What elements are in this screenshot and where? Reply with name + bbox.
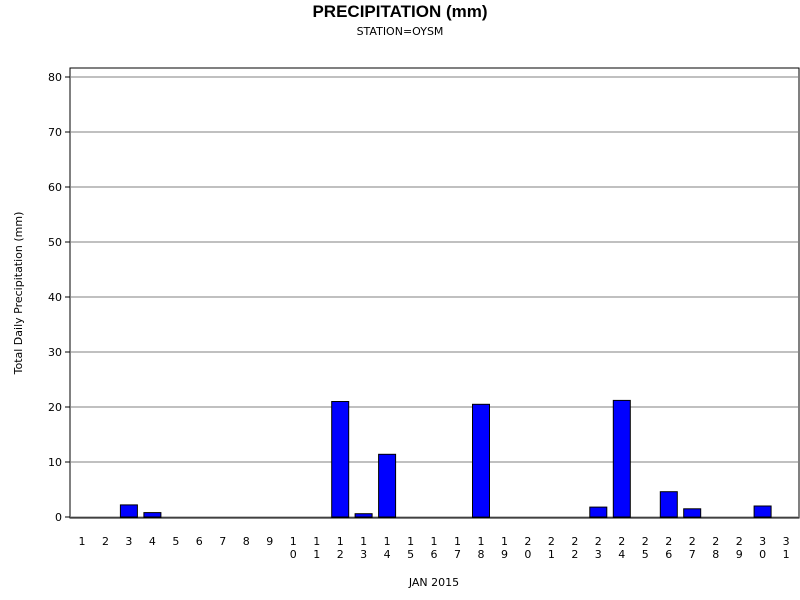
x-tick-label-5: 5 [172,535,179,548]
x-tick-label-9: 9 [266,535,273,548]
x-tick-label-1: 1 [79,535,86,548]
bars [119,399,772,518]
y-tick-label-20: 20 [48,401,62,414]
bar-day-12 [331,401,350,518]
y-tick-label-80: 80 [48,71,62,84]
x-ticks: 1 2 3 4 5 6 7 8 9 1 01 11 21 31 41 51 61 71 81 92 02 12 22 32 42… [79,535,790,561]
y-ticks: 0 10 20 30 40 50 60 70 80 [48,71,70,524]
y-tick-label-60: 60 [48,181,62,194]
bar-day-14 [378,453,397,518]
y-tick-label-30: 30 [48,346,62,359]
y-tick-label-70: 70 [48,126,62,139]
y-tick-label-50: 50 [48,236,62,249]
bar-day-3 [119,504,138,518]
y-axis-label: Total Daily Precipitation (mm) [12,212,25,376]
plot-area [69,67,800,519]
x-axis-label: JAN 2015 [408,576,459,589]
chart-title: PRECIPITATION (mm) [312,2,487,21]
bar-day-23 [589,506,608,518]
bar-day-18 [472,403,490,518]
bar-day-30 [753,505,772,518]
y-tick-label-0: 0 [55,511,62,524]
bar-day-24 [612,399,631,518]
y-tick-label-40: 40 [48,291,62,304]
x-tick-label-8: 8 [243,535,250,548]
bar-day-26 [659,491,678,518]
x-tick-label-6: 6 [196,535,203,548]
grid-lines [70,76,799,518]
bar-day-27 [683,508,702,518]
bar-day-4 [143,512,162,518]
y-tick-label-10: 10 [48,456,62,469]
x-tick-label-7: 7 [219,535,226,548]
x-tick-label-4: 4 [149,535,156,548]
x-tick-label-2: 2 [102,535,109,548]
chart-subtitle: STATION=OYSM [357,25,444,38]
bar-day-13 [354,513,373,518]
x-tick-label-3: 3 [125,535,132,548]
